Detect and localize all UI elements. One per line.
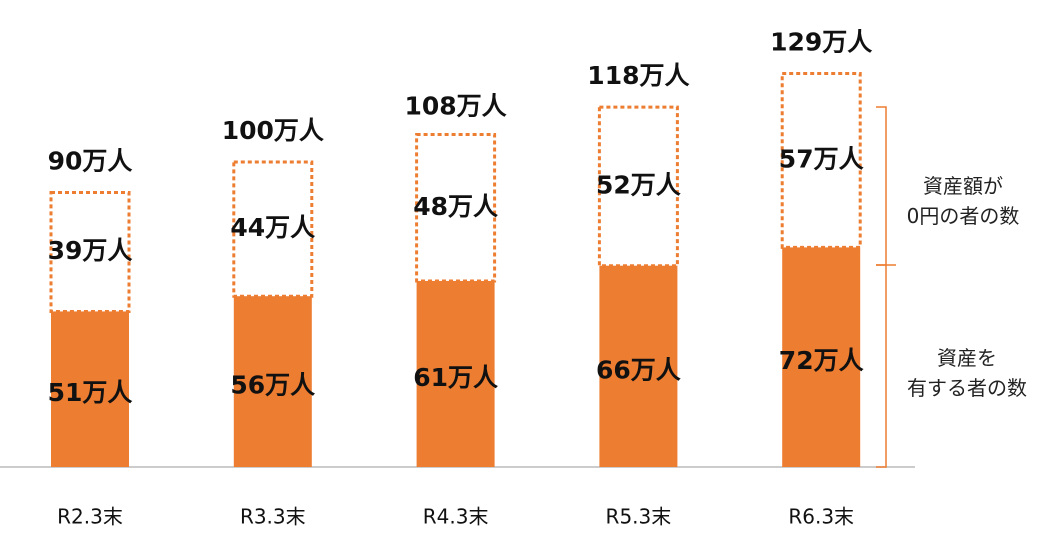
value-label: 56万人 (230, 371, 315, 400)
total-label: 108万人 (405, 92, 507, 121)
total-label: 100万人 (222, 116, 324, 145)
x-tick-label: R2.3末 (57, 505, 123, 529)
value-label: 51万人 (48, 378, 133, 407)
x-tick-label: R5.3末 (606, 505, 672, 529)
x-tick-label: R3.3末 (240, 505, 306, 529)
legend-label: 資産を 有する者の数 (907, 346, 1027, 400)
value-label: 39万人 (48, 236, 133, 265)
total-label: 129万人 (770, 28, 872, 57)
total-label: 90万人 (48, 147, 133, 176)
empty-segment (232, 160, 314, 298)
value-label: 61万人 (413, 363, 498, 392)
empty-segment (780, 72, 862, 249)
empty-segment (597, 105, 679, 268)
bar-segment (416, 280, 495, 467)
bar-segment (599, 265, 678, 467)
value-label: 66万人 (596, 355, 681, 384)
value-label: 48万人 (413, 192, 498, 221)
bracket-assets (876, 264, 887, 468)
total-label: 118万人 (587, 61, 689, 90)
bar-segment (782, 247, 861, 467)
empty-segment (49, 191, 131, 313)
x-tick-label: R6.3末 (788, 505, 854, 529)
empty-segment (415, 133, 497, 283)
value-label: 52万人 (596, 170, 681, 199)
bar-segment (51, 311, 129, 467)
value-label: 57万人 (779, 144, 864, 173)
value-label: 72万人 (779, 346, 864, 375)
legend-label: 資産額が 0円の者の数 (906, 174, 1020, 228)
bar-segment (233, 296, 312, 467)
value-label: 44万人 (230, 213, 315, 242)
x-tick-label: R4.3末 (423, 505, 489, 529)
